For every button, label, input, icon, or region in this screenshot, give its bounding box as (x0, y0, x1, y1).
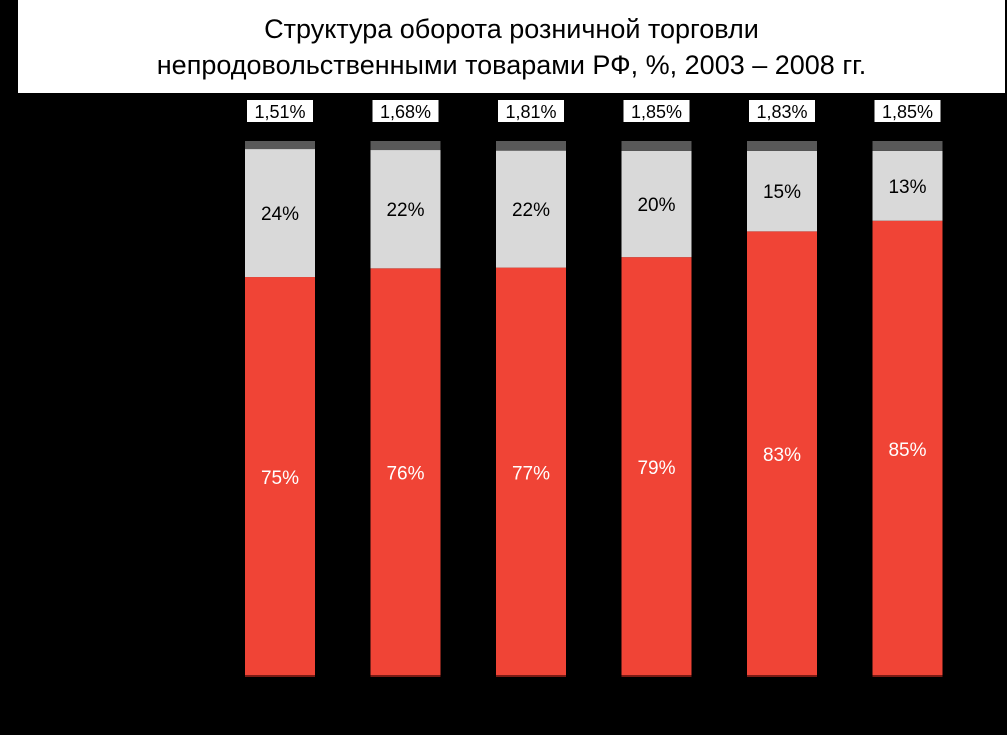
data-label-2006-s3: 1,85% (631, 102, 682, 122)
bar-segment-2005-s2 (496, 150, 566, 268)
bar-segment-2004-s1 (370, 268, 441, 677)
bar-segment-2006-s3 (621, 141, 692, 151)
data-label-2008-s2: 13% (888, 177, 926, 198)
data-label-2003-s1: 75% (261, 468, 299, 489)
data-label-2004-s3: 1,68% (380, 102, 431, 122)
bar-segment-2003-s2 (245, 149, 315, 278)
bar-segment-2008-s1 (872, 220, 943, 677)
chart-title-line-1: Структура оборота розничной торговли (264, 13, 759, 44)
data-label-2004-s1: 76% (386, 464, 424, 485)
bar-base-2005 (496, 675, 566, 677)
data-label-2007-s1: 83% (763, 445, 801, 466)
bar-base-2006 (621, 675, 692, 677)
bar-segment-2007-s2 (747, 150, 817, 232)
data-label-2005-s1: 77% (512, 463, 550, 484)
top-label-box-2005 (498, 100, 564, 122)
bar-base-2007 (747, 675, 817, 677)
bar-segment-2005-s3 (496, 141, 566, 151)
bar-segment-2003-s3 (245, 141, 315, 150)
data-label-2008-s1: 85% (888, 440, 926, 461)
top-label-box-2008 (874, 100, 941, 122)
bar-segment-2008-s2 (872, 150, 943, 221)
data-label-2008-s3: 1,85% (882, 102, 933, 122)
bar-segment-2003-s1 (245, 277, 315, 677)
data-label-2003-s2: 24% (261, 204, 299, 225)
bar-segment-2004-s3 (370, 141, 441, 151)
data-label-2007-s2: 15% (763, 182, 801, 203)
bar-segment-2007-s1 (747, 231, 817, 677)
top-label-box-2006 (623, 100, 690, 122)
data-label-2004-s2: 22% (386, 200, 424, 221)
bar-base-2003 (245, 675, 315, 677)
bar-segment-2007-s3 (747, 141, 817, 151)
chart-title-box: Структура оборота розничной торговли неп… (18, 0, 1005, 93)
bar-segment-2006-s1 (621, 257, 692, 677)
top-label-box-2007 (749, 100, 815, 122)
bar-base-2008 (872, 675, 943, 677)
bar-segment-2005-s1 (496, 267, 566, 677)
data-label-2006-s2: 20% (637, 195, 675, 216)
data-label-2006-s1: 79% (637, 458, 675, 479)
bar-base-2004 (370, 675, 441, 677)
data-label-2005-s2: 22% (512, 200, 550, 221)
data-label-2003-s3: 1,51% (254, 102, 305, 122)
top-label-box-2004 (372, 100, 439, 122)
bar-segment-2008-s3 (872, 141, 943, 151)
bar-segment-2004-s2 (370, 150, 441, 269)
bar-segment-2006-s2 (621, 150, 692, 258)
data-label-2007-s3: 1,83% (756, 102, 807, 122)
chart-title-line-2: непродовольственными товарами РФ, %, 200… (156, 49, 867, 80)
data-label-2005-s3: 1,81% (505, 102, 556, 122)
top-label-box-2003 (247, 100, 313, 122)
